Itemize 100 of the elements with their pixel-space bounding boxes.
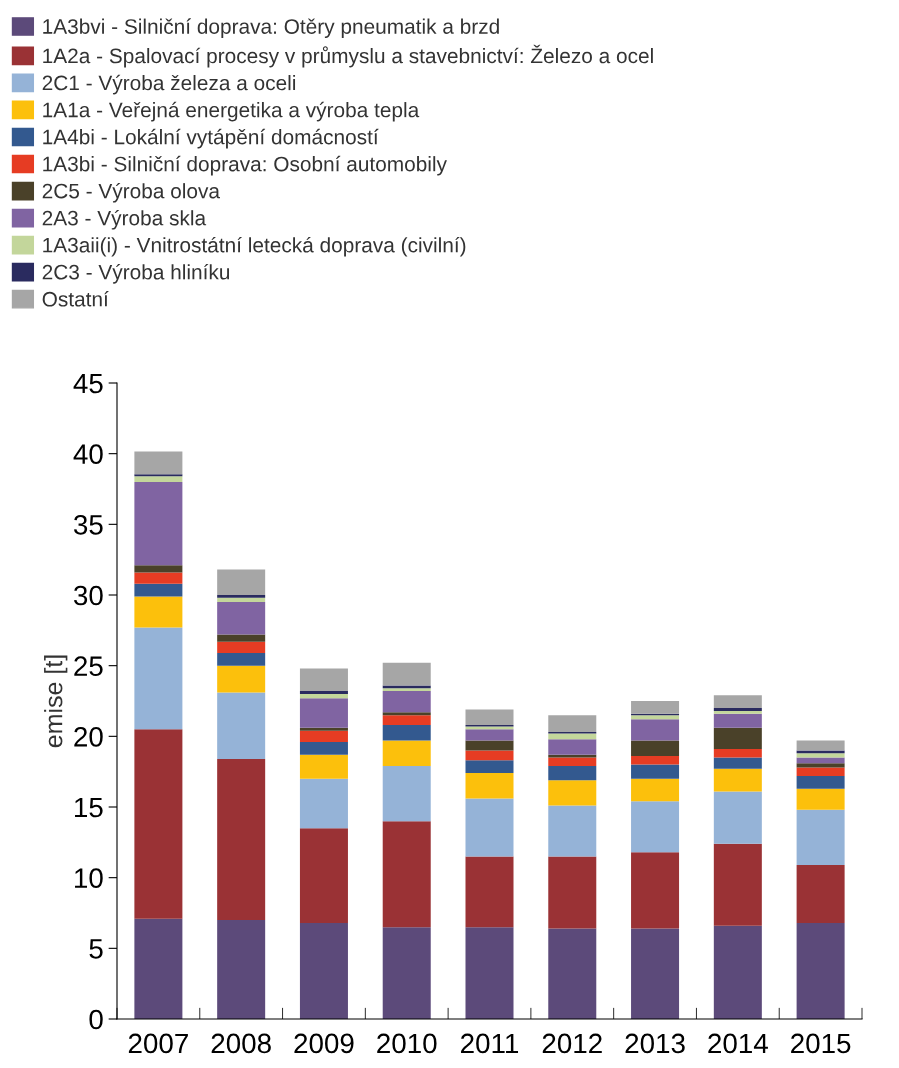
y-tick-label: 30 <box>73 585 103 606</box>
legend-label: 2C3 - Výroba hliníku <box>42 263 230 284</box>
bar <box>134 729 183 919</box>
bar <box>217 597 266 603</box>
x-tick-label: 2008 <box>211 1033 271 1054</box>
bar <box>713 695 762 709</box>
bar <box>465 740 514 751</box>
bar <box>796 753 845 758</box>
bar <box>134 565 183 573</box>
bar <box>631 928 680 1019</box>
bar <box>217 634 266 642</box>
bar <box>548 780 597 806</box>
y-tick-label: 35 <box>73 515 103 535</box>
bar <box>382 712 431 716</box>
bar <box>134 627 183 730</box>
bar <box>134 583 183 597</box>
bar <box>548 805 597 857</box>
bar <box>631 701 680 714</box>
y-tick-label: 15 <box>75 797 103 818</box>
bar <box>796 763 845 768</box>
x-tick-label: 2014 <box>708 1033 768 1054</box>
bar <box>548 766 597 781</box>
bar <box>134 596 183 628</box>
bar <box>299 741 348 755</box>
bar <box>217 569 266 595</box>
bar <box>382 927 431 1019</box>
bar <box>465 798 514 857</box>
bar <box>713 713 762 728</box>
bar <box>796 788 845 810</box>
bar <box>382 662 431 686</box>
bar <box>299 754 348 779</box>
bar <box>465 773 514 799</box>
bar <box>796 750 845 754</box>
bar <box>382 725 431 741</box>
x-tick-label: 2015 <box>791 1033 851 1054</box>
bar <box>465 760 514 774</box>
bar <box>796 922 845 1019</box>
bar <box>713 925 762 1019</box>
x-tick-label: 2010 <box>377 1033 437 1054</box>
bar <box>548 754 597 758</box>
bar <box>299 693 348 699</box>
bar <box>134 474 183 477</box>
bar <box>796 809 845 865</box>
y-tick-label: 10 <box>75 868 103 889</box>
bar <box>299 730 348 742</box>
bar <box>217 602 266 635</box>
bar <box>299 668 348 692</box>
x-tick-label: 2009 <box>294 1033 354 1054</box>
x-tick-label: 2012 <box>542 1033 602 1054</box>
bar <box>713 791 762 844</box>
bar <box>217 595 266 598</box>
y-tick-label: 5 <box>89 939 103 959</box>
bar <box>465 709 514 726</box>
bar <box>134 481 183 566</box>
bar <box>548 715 597 733</box>
bar <box>299 698 348 728</box>
legend-label: 1A3aii(i) - Vnitrostátní letecká doprava (civilní) <box>43 236 466 257</box>
bar <box>713 757 762 769</box>
legend-label: 1A4bi - Lokální vytápění domácností <box>43 128 379 149</box>
bar <box>548 856 597 929</box>
bar <box>631 719 680 741</box>
bar <box>465 750 514 761</box>
legend-label: 2A3 - Výroba skla <box>42 209 207 230</box>
bar <box>382 691 431 713</box>
bar <box>134 918 183 1019</box>
bar <box>299 922 348 1019</box>
bar <box>382 821 431 928</box>
y-tick-label: 45 <box>73 373 103 394</box>
bar <box>465 729 514 741</box>
bar <box>631 715 680 720</box>
x-tick-label: 2007 <box>128 1033 188 1054</box>
bar <box>299 828 348 923</box>
bar <box>713 843 762 926</box>
bar <box>631 740 680 757</box>
bar <box>713 768 762 792</box>
bar <box>299 727 348 731</box>
bar <box>713 727 762 750</box>
bar <box>631 801 680 853</box>
legend-label: 1A1a - Veřejná energetika a výroba tepla <box>43 101 420 122</box>
bar <box>134 476 183 482</box>
bar <box>217 758 266 921</box>
bar <box>382 766 431 822</box>
y-tick-label: 25 <box>74 656 103 677</box>
legend-label: 2C1 - Výroba železa a oceli <box>42 74 296 95</box>
bar <box>134 451 183 475</box>
bar <box>217 692 266 759</box>
bar <box>217 641 266 653</box>
bar <box>217 920 266 1019</box>
bar <box>631 778 680 802</box>
bar <box>299 691 348 694</box>
bar <box>548 757 597 767</box>
bar <box>796 767 845 776</box>
legend-label: 1A3bvi - Silniční doprava: Otěry pneumatik a brzd <box>43 18 499 38</box>
bar <box>382 740 431 767</box>
bar <box>631 756 680 765</box>
y-tick-label: 0 <box>89 1009 103 1030</box>
y-axis-title: emise [t] <box>44 655 68 748</box>
x-tick-label: 2011 <box>461 1033 519 1054</box>
bar <box>548 928 597 1019</box>
legend-label: 2C5 - Výroba olova <box>42 182 220 203</box>
